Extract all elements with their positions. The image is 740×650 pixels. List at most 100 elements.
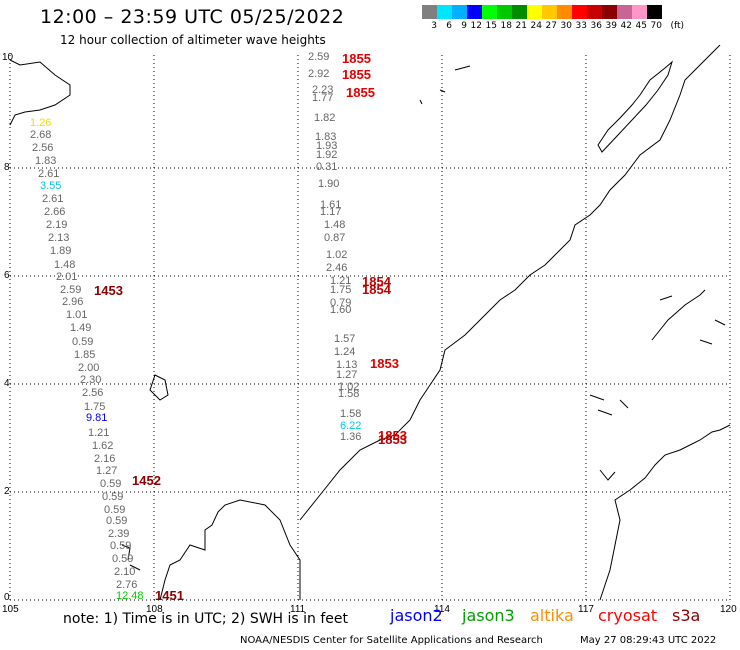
x-tick-117: 117 (578, 604, 594, 615)
credit-text: NOAA/NESDIS Center for Satellite Applica… (240, 635, 543, 646)
wave-height-label: 1.21 (88, 427, 109, 439)
wave-height-label: 2.59 (308, 51, 329, 63)
track-time-label: 1853 (378, 432, 407, 447)
wave-height-label: 1.57 (334, 333, 355, 345)
color-swatch (557, 5, 572, 19)
wave-height-label: 1.48 (324, 219, 345, 231)
page-title: 12:00 – 23:59 UTC 05/25/2022 (40, 6, 345, 28)
wave-height-label: 1.27 (96, 465, 117, 477)
wave-height-label: 1.49 (70, 322, 91, 334)
x-tick-114: 114 (434, 604, 450, 615)
color-scale-label: 27 (545, 21, 557, 31)
color-swatch (512, 5, 527, 19)
wave-height-label: 1.77 (312, 92, 333, 104)
color-swatch (542, 5, 557, 19)
wave-height-label: 2.59 (60, 284, 81, 296)
wave-height-label: 2.01 (56, 271, 77, 283)
wave-height-label: 0.31 (316, 161, 337, 173)
color-scale-label: 6 (446, 21, 452, 31)
wave-height-label: 2.68 (30, 129, 51, 141)
color-scale-label: 15 (485, 21, 497, 31)
color-swatch (602, 5, 617, 19)
y-tick-10: 10 (2, 52, 14, 63)
color-swatch (572, 5, 587, 19)
color-swatch (467, 5, 482, 19)
page-subtitle: 12 hour collection of altimeter wave hei… (60, 33, 326, 47)
wave-height-label: 1.92 (316, 149, 337, 161)
wave-height-label: 1.02 (326, 249, 347, 261)
color-scale-label: 70 (650, 21, 662, 31)
x-tick-108: 108 (146, 604, 163, 615)
lat-lon-grid (9, 55, 731, 601)
track-time-label: 1855 (342, 51, 371, 66)
wave-height-label: 2.92 (308, 68, 329, 80)
track-time-label: 1855 (346, 85, 375, 100)
color-swatch (482, 5, 497, 19)
wave-height-label: 1.85 (74, 349, 95, 361)
color-swatch (647, 5, 662, 19)
color-scale-label: 9 (461, 21, 467, 31)
color-swatch (497, 5, 512, 19)
color-scale-label: 30 (560, 21, 572, 31)
wave-height-label: 2.00 (78, 362, 99, 374)
swh-color-scale-labels: 3 6 9 12 15 18 21 24 27 30 33 36 39 42 45 70 (ft) (422, 21, 684, 31)
wave-height-label: 2.96 (62, 296, 83, 308)
track-time-label: 1854 (362, 282, 392, 297)
x-tick-labels: 105 108 111 114 117 120 (2, 604, 737, 615)
wave-height-label: 2.46 (326, 262, 347, 274)
wave-height-label: 2.19 (46, 219, 67, 231)
wave-height-label: 12.48 (116, 590, 144, 602)
wave-height-label: 0.59 (102, 491, 123, 503)
wave-height-label: 2.56 (32, 142, 53, 154)
track-time-label: 1853 (378, 428, 407, 443)
wave-height-label: 0.59 (100, 478, 121, 490)
legend-jason3: jason3 (462, 606, 515, 625)
color-swatch (437, 5, 452, 19)
wave-height-label: 1.27 (336, 369, 357, 381)
color-scale-label: 36 (590, 21, 602, 31)
track-time-labels: 1855185518551854185418531853185314531452… (94, 51, 407, 603)
wave-height-label: 1.58 (340, 408, 361, 420)
wave-height-label: 1.02 (338, 381, 359, 393)
wave-height-label: 0.79 (330, 297, 351, 309)
wave-height-label: 0.87 (324, 232, 345, 244)
wave-height-label: 9.81 (86, 412, 107, 424)
wave-height-label: 2.13 (48, 232, 69, 244)
footer-note: note: 1) Time is in UTC; 2) SWH is in fe… (63, 611, 349, 627)
color-scale-label: 12 (470, 21, 482, 31)
wave-height-label: 2.76 (116, 579, 137, 591)
color-scale-label: 3 (431, 21, 437, 31)
wave-height-label: 1.17 (320, 206, 341, 218)
wave-height-label: 1.62 (92, 440, 113, 452)
wave-height-label: 0.59 (112, 553, 133, 565)
legend-s3a: s3a (672, 606, 701, 625)
track-time-label: 1452 (132, 473, 161, 488)
wave-height-label: 1.48 (54, 259, 75, 271)
wave-height-label: 1.75 (330, 284, 351, 296)
x-tick-105: 105 (2, 604, 19, 615)
color-swatch (452, 5, 467, 19)
wave-height-label: 1.01 (66, 309, 87, 321)
wave-height-label: 2.61 (38, 168, 59, 180)
wave-height-label: 1.82 (314, 112, 335, 124)
wave-height-label: 2.39 (108, 528, 129, 540)
wave-height-label: 2.10 (114, 566, 135, 578)
wave-height-label: 6.22 (340, 420, 361, 432)
color-swatch (617, 5, 632, 19)
color-scale-label: 42 (620, 21, 632, 31)
color-swatch (527, 5, 542, 19)
color-swatch (632, 5, 647, 19)
wave-height-label: 2.66 (44, 206, 65, 218)
color-scale-label: 18 (500, 21, 512, 31)
legend-cryosat: cryosat (598, 606, 658, 625)
x-tick-120: 120 (720, 604, 737, 615)
track-time-label: 1453 (94, 283, 123, 298)
track-time-label: 1854 (362, 274, 392, 289)
track-time-label: 1853 (370, 356, 399, 371)
wave-height-label: 1.58 (338, 388, 359, 400)
swh-labels: 2.592.922.231.771.821.831.931.920.311.90… (30, 51, 361, 602)
color-swatch (422, 5, 437, 19)
wave-height-label: 1.83 (315, 131, 336, 143)
generation-timestamp: May 27 08:29:43 UTC 2022 (580, 635, 717, 646)
wave-height-label: 1.24 (334, 346, 355, 358)
